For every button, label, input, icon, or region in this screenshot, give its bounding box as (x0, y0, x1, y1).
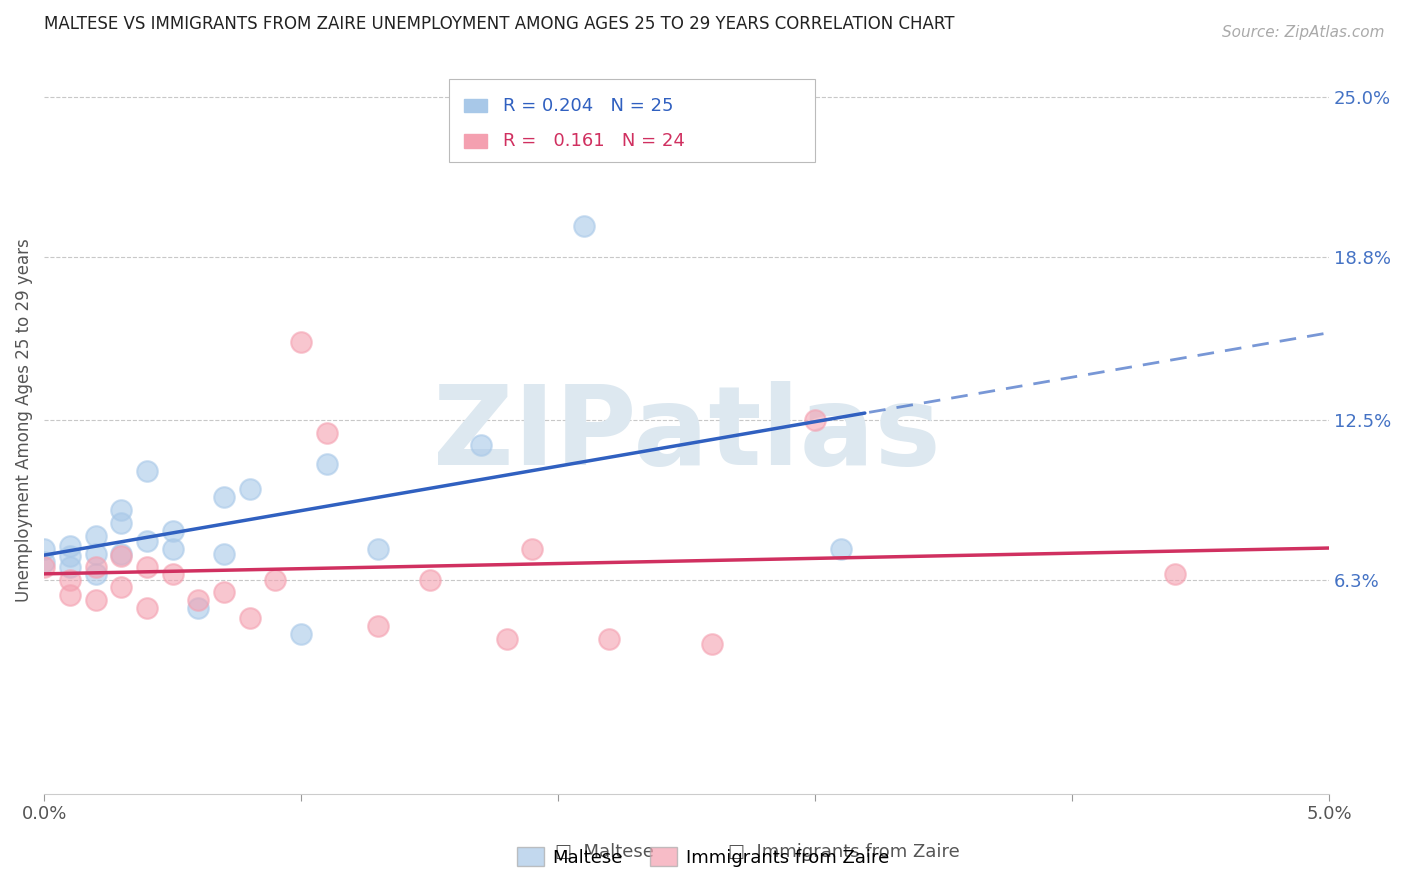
Text: Source: ZipAtlas.com: Source: ZipAtlas.com (1222, 25, 1385, 40)
Legend: Maltese, Immigrants from Zaire: Maltese, Immigrants from Zaire (509, 840, 897, 874)
Point (135, 601, 157, 615)
Point (315, 457, 337, 471)
Point (264, 573, 287, 587)
Point (59, 549, 82, 564)
Text: R =   0.161   N = 24: R = 0.161 N = 24 (503, 132, 685, 150)
Point (495, 632, 517, 646)
Point (110, 547, 132, 561)
Point (1164, 567, 1187, 582)
Point (239, 611, 262, 625)
Point (59, 573, 82, 587)
Text: R = 0.204   N = 25: R = 0.204 N = 25 (503, 96, 673, 115)
Point (187, 593, 209, 607)
Point (84, 567, 107, 582)
Point (702, 637, 724, 651)
Text: ZIPatlas: ZIPatlas (433, 381, 941, 488)
Point (110, 516, 132, 530)
Text: □  Immigrants from Zaire: □ Immigrants from Zaire (728, 843, 959, 861)
Y-axis label: Unemployment Among Ages 25 to 29 years: Unemployment Among Ages 25 to 29 years (15, 238, 32, 601)
Point (162, 567, 184, 582)
Point (598, 632, 620, 646)
Point (315, 425, 337, 440)
Point (32, 541, 55, 556)
Point (162, 541, 184, 556)
Point (59, 539, 82, 553)
Point (135, 533, 157, 548)
Point (135, 464, 157, 478)
FancyBboxPatch shape (449, 79, 815, 161)
Point (135, 559, 157, 574)
Point (32, 559, 55, 574)
Point (110, 549, 132, 564)
Point (522, 541, 544, 556)
Point (84, 593, 107, 607)
Point (290, 335, 312, 350)
Point (187, 601, 209, 615)
Point (572, 219, 595, 234)
Point (367, 619, 389, 633)
Point (239, 483, 262, 497)
Point (59, 588, 82, 602)
Text: MALTESE VS IMMIGRANTS FROM ZAIRE UNEMPLOYMENT AMONG AGES 25 TO 29 YEARS CORRELAT: MALTESE VS IMMIGRANTS FROM ZAIRE UNEMPLO… (44, 15, 955, 33)
Point (162, 524, 184, 538)
Point (84, 547, 107, 561)
FancyBboxPatch shape (464, 99, 488, 112)
FancyBboxPatch shape (464, 135, 488, 148)
Point (290, 626, 312, 640)
Point (419, 573, 441, 587)
Text: □  Maltese: □ Maltese (555, 843, 654, 861)
Point (367, 541, 389, 556)
Point (59, 559, 82, 574)
Point (84, 559, 107, 574)
Point (804, 412, 827, 426)
Point (212, 585, 235, 599)
Point (84, 529, 107, 543)
Point (470, 438, 492, 452)
Point (110, 503, 132, 517)
Point (830, 541, 852, 556)
Point (32, 555, 55, 569)
Point (212, 490, 235, 504)
Point (110, 580, 132, 594)
Point (212, 547, 235, 561)
